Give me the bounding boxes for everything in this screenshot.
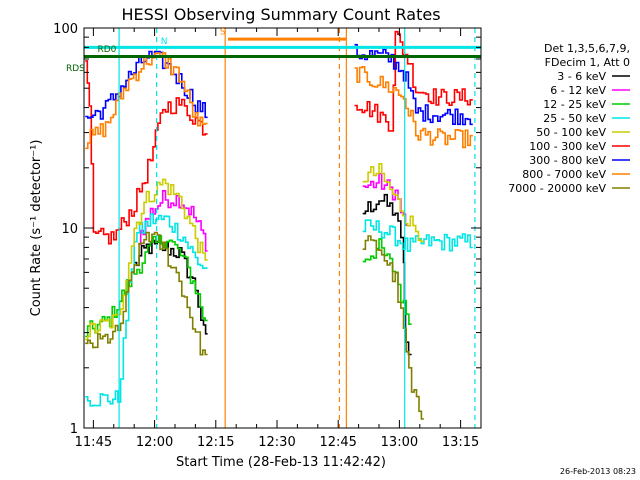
legend-header: FDecim 1, Att 0	[545, 56, 630, 69]
series-line	[362, 163, 424, 243]
series-line	[85, 231, 208, 356]
timestamp: 26-Feb-2013 08:23	[560, 467, 636, 476]
legend-label: 7000 - 20000 keV	[508, 182, 606, 195]
series-line	[354, 66, 473, 149]
x-tick-label: 12:45	[319, 435, 356, 450]
y-tick-label: 10	[61, 222, 78, 237]
series-4	[85, 163, 424, 341]
x-tick-label: 12:30	[258, 435, 295, 450]
legend-label: 800 - 7000 keV	[522, 168, 606, 181]
series-line	[354, 43, 473, 126]
series-line	[85, 60, 208, 245]
flag-label: RD0	[97, 45, 116, 55]
flag-label: RDS	[66, 64, 85, 74]
flag-label: N	[161, 37, 168, 47]
series-line	[362, 235, 424, 420]
legend-label: 12 - 25 keV	[543, 98, 606, 111]
series-line	[362, 238, 412, 325]
series-line	[354, 30, 473, 132]
x-tick-label: 13:15	[442, 435, 479, 450]
y-tick-label: 100	[53, 22, 78, 37]
series-line	[85, 178, 208, 341]
x-tick-label: 12:15	[197, 435, 234, 450]
legend-header: Det 1,3,5,6,7,9,	[544, 42, 630, 55]
chart-title: HESSI Observing Summary Count Rates	[121, 5, 440, 24]
series-5	[85, 30, 473, 245]
y-axis: 1 10 100	[53, 22, 481, 437]
legend-label: 3 - 6 keV	[557, 70, 606, 83]
series-line	[85, 213, 208, 407]
legend-label: 25 - 50 keV	[543, 112, 606, 125]
x-axis-label: Start Time (28-Feb-13 11:42:42)	[176, 455, 386, 470]
legend: Det 1,3,5,6,7,9,FDecim 1, Att 03 - 6 keV…	[508, 42, 630, 195]
legend-label: 50 - 100 keV	[536, 126, 606, 139]
y-tick-label: 1	[70, 422, 78, 437]
legend-label: 100 - 300 keV	[529, 140, 606, 153]
x-tick-label: 12:00	[136, 435, 173, 450]
x-axis: 11:45 12:00 12:15 12:30 12:45 13:00 13:15	[75, 28, 482, 450]
series-8	[85, 231, 424, 420]
x-tick-label: 11:45	[75, 435, 112, 450]
x-tick-label: 13:00	[381, 435, 418, 450]
y-axis-label: Count Rate (s⁻¹ detector⁻¹)	[29, 140, 44, 317]
flag-label: S	[220, 27, 226, 37]
legend-label: 300 - 800 keV	[529, 154, 606, 167]
legend-label: 6 - 12 keV	[550, 84, 606, 97]
